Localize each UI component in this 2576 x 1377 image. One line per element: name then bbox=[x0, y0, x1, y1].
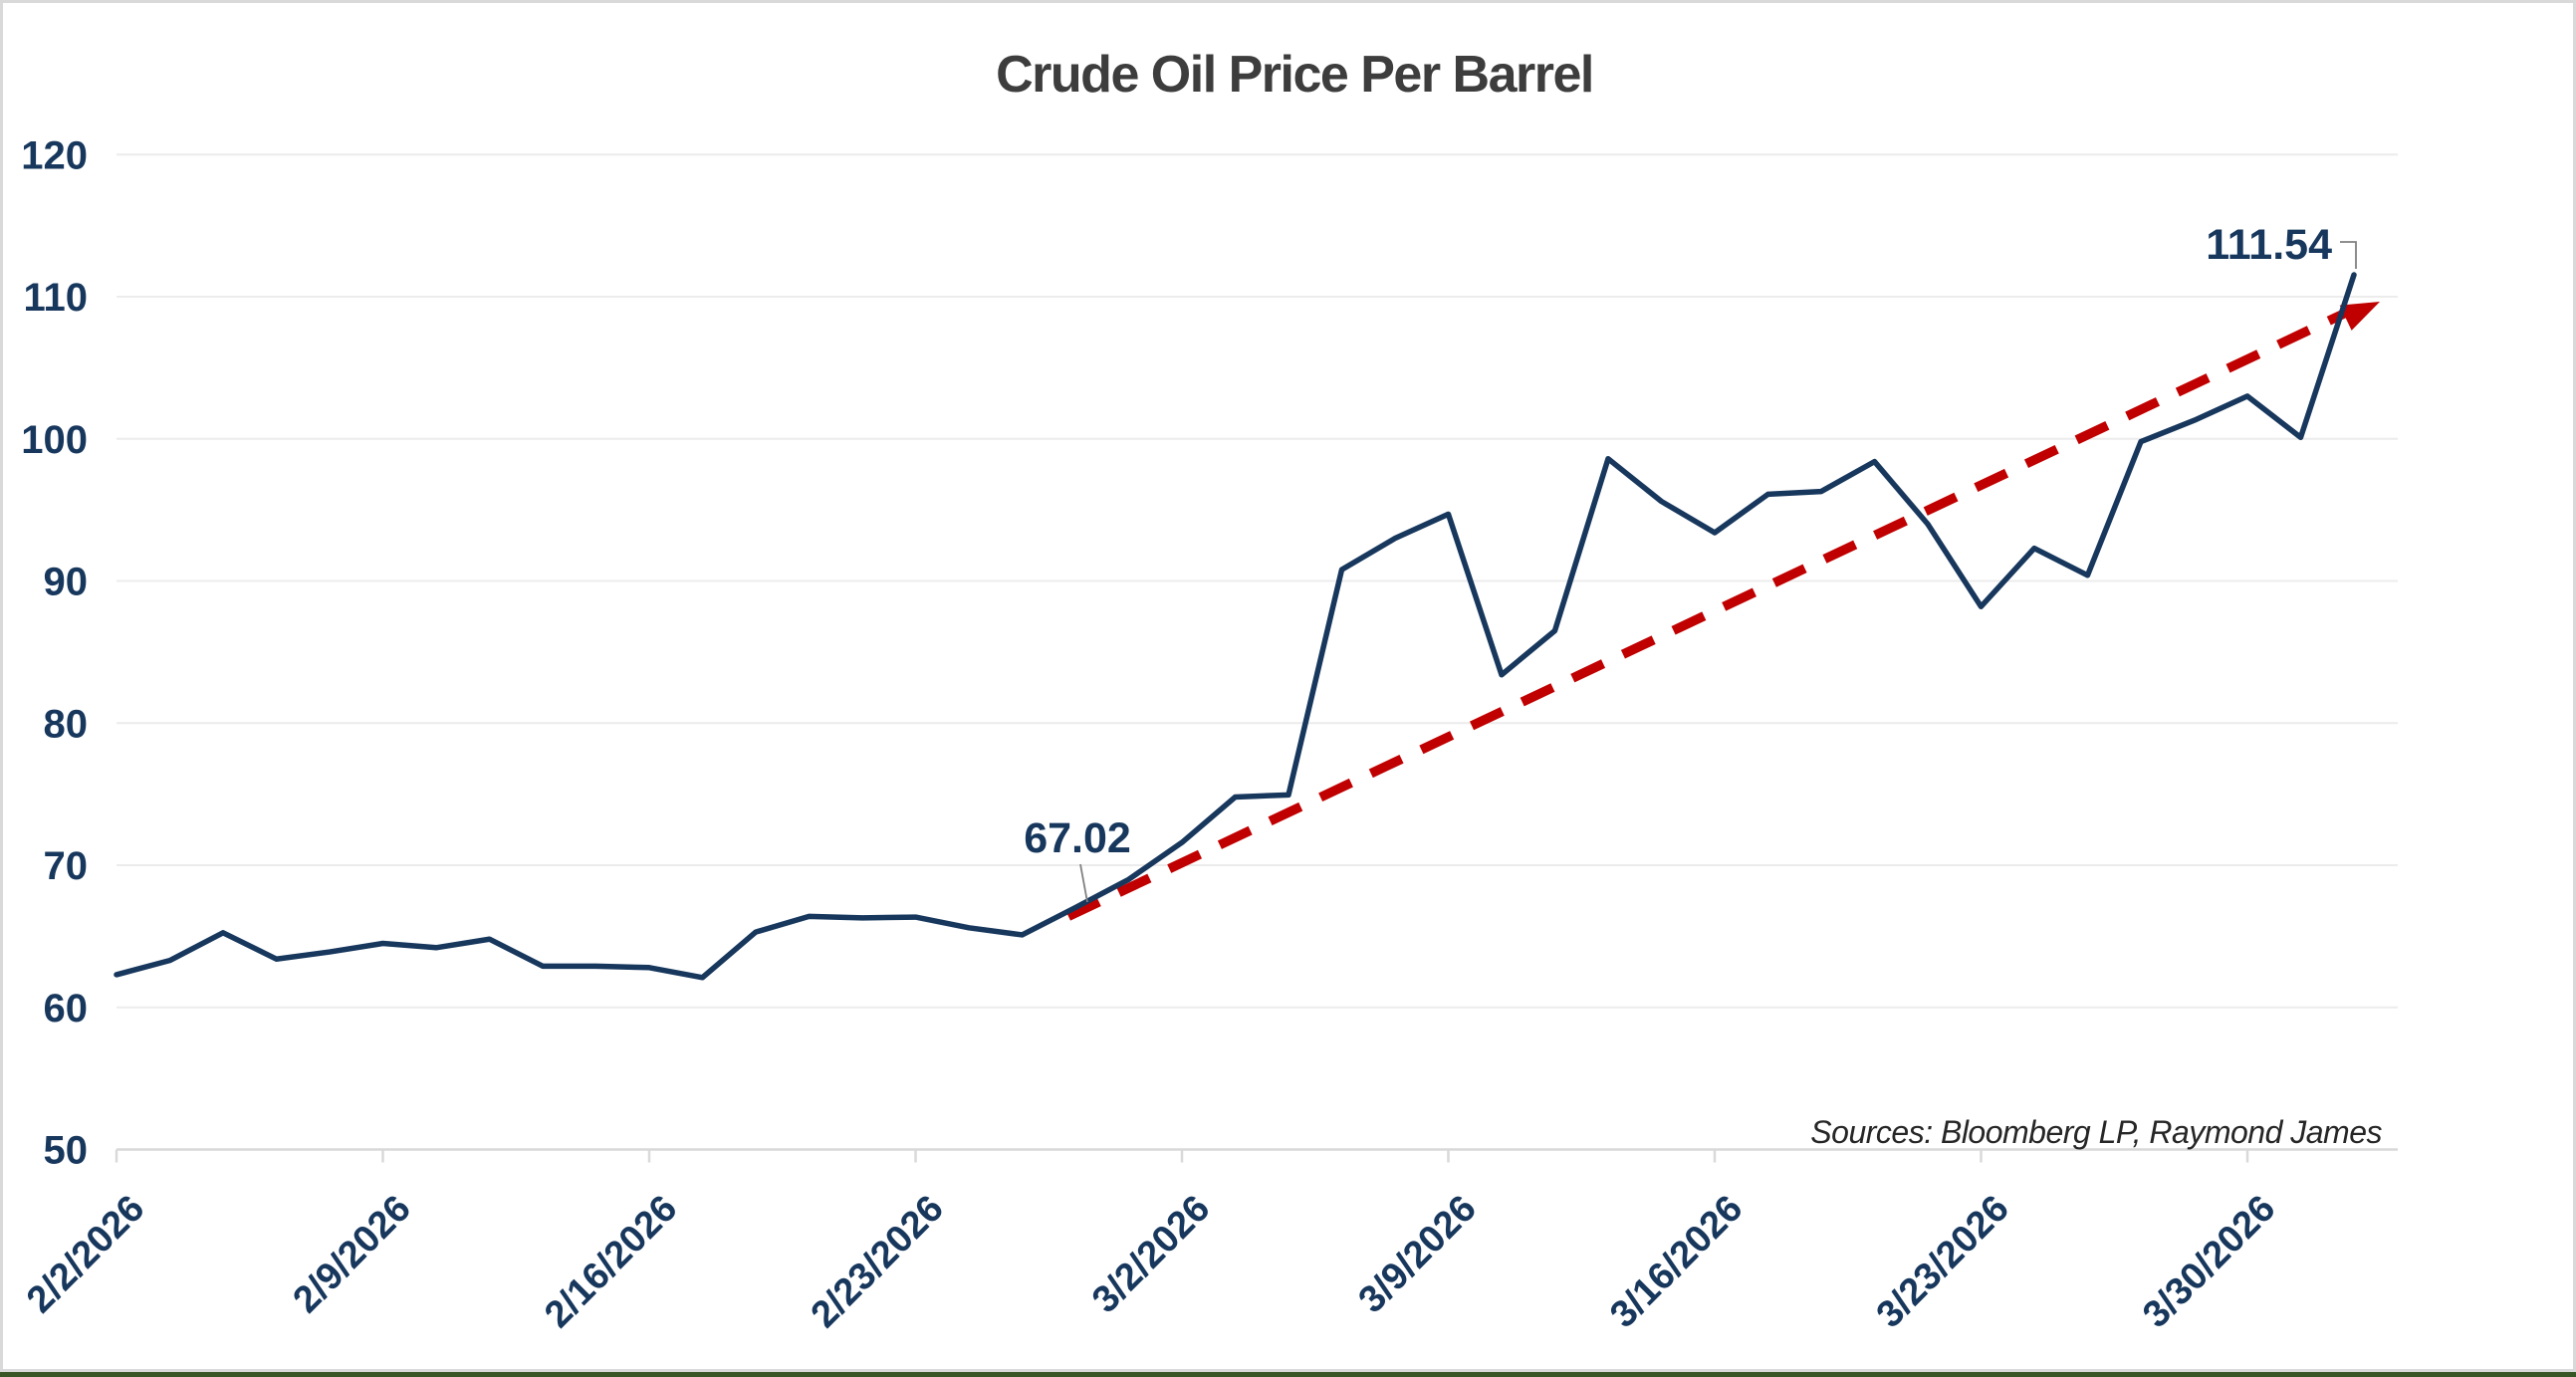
x-axis-tick-label: 3/2/2026 bbox=[1084, 1188, 1218, 1321]
x-axis-tick-label: 2/9/2026 bbox=[286, 1188, 419, 1321]
y-axis-tick-label: 90 bbox=[44, 561, 89, 604]
x-axis-tick-label: 3/30/2026 bbox=[2135, 1188, 2283, 1336]
source-note: Sources: Bloomberg LP, Raymond James bbox=[1810, 1114, 2382, 1150]
annotation-high-leader-line bbox=[2340, 241, 2357, 269]
y-axis-tick-label: 80 bbox=[44, 702, 89, 746]
y-axis-tick-label: 100 bbox=[21, 418, 88, 462]
x-axis-tick-label: 3/16/2026 bbox=[1602, 1188, 1751, 1336]
x-axis-tick-label: 3/23/2026 bbox=[1869, 1188, 2017, 1336]
trendline-arrowhead bbox=[2339, 302, 2380, 331]
bottom-green-stripe bbox=[0, 1372, 2576, 1377]
y-axis-tick-label: 60 bbox=[44, 987, 89, 1031]
trendline bbox=[1065, 302, 2380, 921]
x-axis-labels: 2/2/2026 2/9/2026 2/16/2026 2/23/2026 3/2/20… bbox=[19, 1188, 2283, 1336]
x-axis bbox=[115, 1148, 2398, 1163]
chart-title: Crude Oil Price Per Barrel bbox=[996, 46, 1593, 104]
x-axis-tick-label: 3/9/2026 bbox=[1351, 1188, 1485, 1321]
annotation-low-leader-line bbox=[1079, 863, 1088, 903]
y-axis-tick-label: 50 bbox=[44, 1129, 89, 1173]
x-axis-tick-label: 2/2/2026 bbox=[19, 1188, 152, 1321]
gridlines bbox=[117, 153, 2398, 1009]
y-axis-labels: 120 110 100 90 80 70 60 50 bbox=[21, 133, 88, 1172]
y-axis-tick-label: 110 bbox=[23, 276, 88, 320]
y-axis-tick-label: 70 bbox=[44, 844, 89, 888]
y-axis-tick-label: 120 bbox=[21, 133, 88, 177]
price-line bbox=[114, 272, 2357, 981]
annotation-low: 67.02 bbox=[1024, 814, 1131, 903]
trendline-dashed bbox=[1065, 309, 2347, 921]
x-axis-tick-label: 2/16/2026 bbox=[537, 1188, 685, 1336]
x-axis-tick-label: 2/23/2026 bbox=[804, 1188, 952, 1336]
annotation-high-label: 111.54 bbox=[2206, 221, 2332, 269]
annotation-high: 111.54 bbox=[2206, 221, 2357, 269]
annotation-low-label: 67.02 bbox=[1024, 814, 1131, 862]
